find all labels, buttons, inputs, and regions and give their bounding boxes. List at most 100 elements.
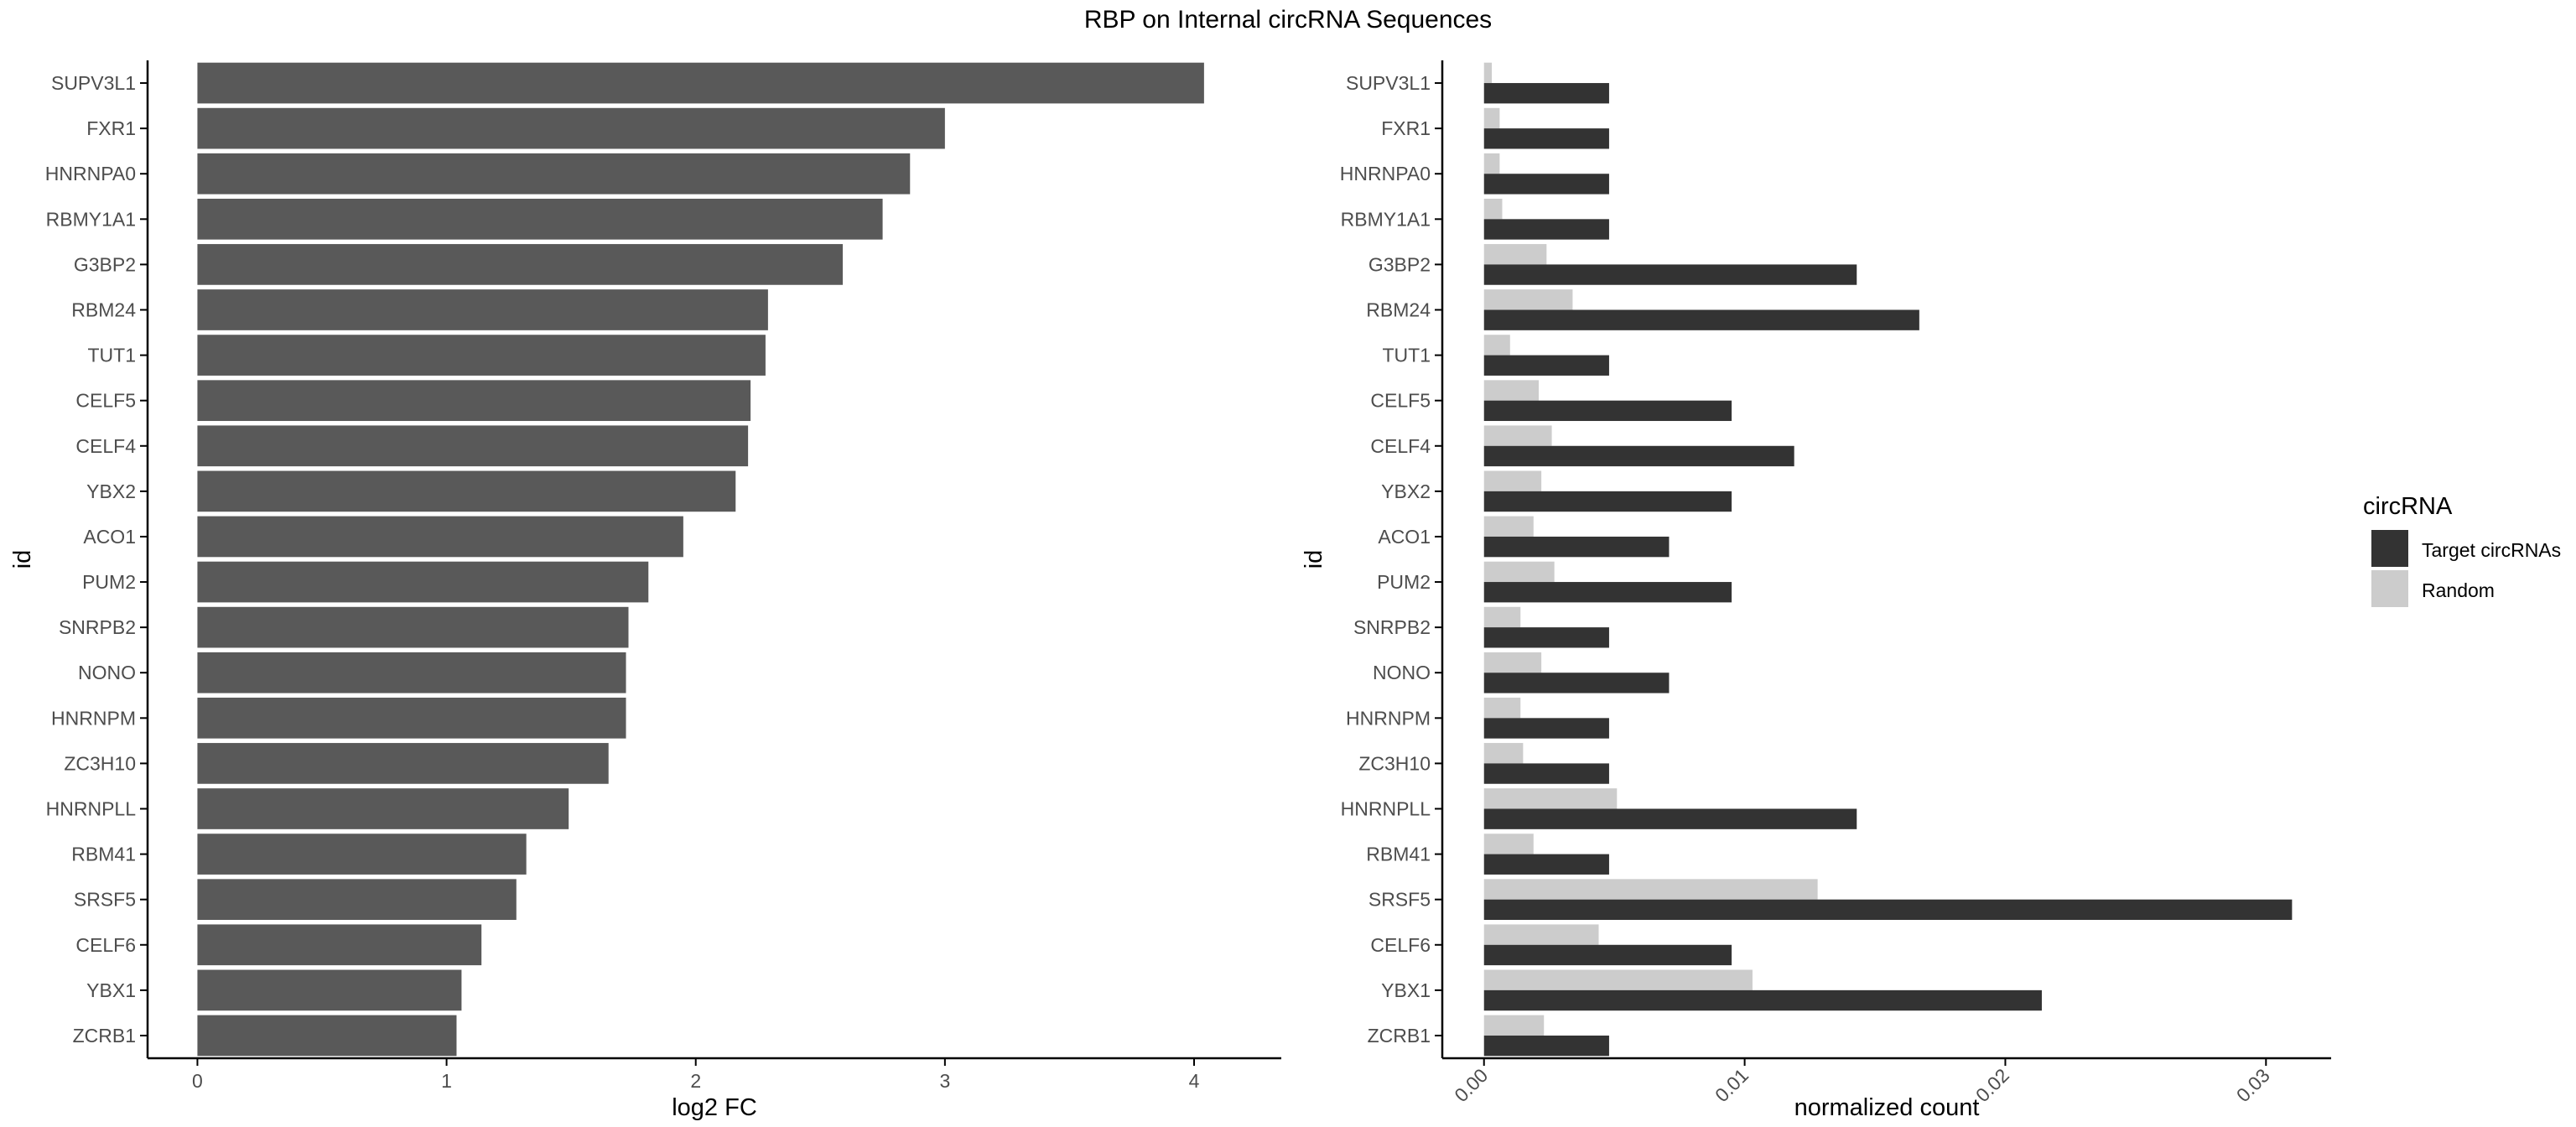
- y-tick-label: HNRNPLL: [1341, 798, 1431, 820]
- bar-target: [1483, 83, 1609, 104]
- bar-random: [1483, 470, 1542, 491]
- y-tick-label: SNRPB2: [1353, 616, 1431, 638]
- bar-target: [1483, 673, 1670, 693]
- bar-target: [1483, 536, 1670, 558]
- y-tick-label: ACO1: [1378, 526, 1431, 548]
- y-tick-label: SNRPB2: [59, 616, 136, 638]
- y-tick-label: SUPV3L1: [1346, 72, 1431, 94]
- y-tick-label: FXR1: [86, 117, 136, 139]
- bar-random: [1483, 788, 1618, 809]
- y-tick-label: YBX1: [1381, 979, 1431, 1001]
- y-tick-label: CELF6: [1370, 934, 1431, 956]
- bar-random: [1483, 380, 1540, 401]
- bar-random: [1483, 335, 1510, 356]
- bar-target: [1483, 1035, 1609, 1057]
- chart-title: RBP on Internal circRNA Sequences: [1084, 6, 1492, 34]
- y-tick-label: RBM24: [71, 299, 136, 321]
- y-axis-title: id: [1301, 550, 1327, 569]
- x-tick-label: 0.01: [1711, 1064, 1753, 1106]
- y-tick-label: HNRNPM: [1346, 707, 1431, 729]
- bar-random: [1483, 244, 1547, 265]
- y-tick-label: HNRNPLL: [46, 798, 137, 820]
- bar: [197, 62, 1204, 104]
- x-tick-label: 0.00: [1450, 1064, 1492, 1106]
- y-tick-label: YBX2: [1381, 480, 1431, 502]
- bar-target: [1483, 627, 1609, 648]
- right-panel-normalized-count: SUPV3L1 FXR1 HNRNPA0 RBMY1A1 G3BP2 RBM24 TUT1 C…: [1301, 60, 2331, 1121]
- bar: [197, 969, 462, 1011]
- bar-target: [1483, 808, 1857, 829]
- bar-random: [1483, 425, 1552, 446]
- bar-target: [1483, 989, 2042, 1011]
- bar-random: [1483, 924, 1599, 945]
- bar: [197, 380, 751, 422]
- bar-random: [1483, 289, 1573, 310]
- y-tick-label: YBX2: [86, 480, 136, 502]
- x-tick-label: 0: [192, 1070, 203, 1092]
- y-tick-label: TUT1: [1383, 345, 1431, 366]
- y-tick-label: ZC3H10: [1358, 752, 1431, 774]
- bar-target: [1483, 718, 1609, 739]
- legend-swatch-random: [2371, 570, 2408, 607]
- bar-target: [1483, 309, 1919, 330]
- bar-random: [1483, 697, 1521, 719]
- x-tick-label: 0.03: [2232, 1064, 2274, 1106]
- bar-target: [1483, 355, 1609, 376]
- bar: [197, 788, 569, 829]
- bar: [197, 153, 911, 195]
- y-tick-label: RBM41: [71, 844, 136, 865]
- legend-label-random: Random: [2422, 579, 2495, 601]
- y-tick-label: G3BP2: [1368, 253, 1431, 275]
- bar-target: [1483, 128, 1609, 149]
- y-tick-label: TUT1: [88, 345, 137, 366]
- y-tick-label: RBM24: [1366, 299, 1431, 321]
- x-tick-label: 3: [939, 1070, 950, 1092]
- bar-target: [1483, 763, 1609, 784]
- legend: circRNA Target circRNAs Random: [2363, 493, 2561, 607]
- y-tick-label: YBX1: [86, 979, 136, 1001]
- y-axis-title: id: [9, 550, 36, 569]
- bar: [197, 425, 749, 467]
- y-tick-label: SRSF5: [1368, 889, 1431, 911]
- bar-target: [1483, 582, 1732, 603]
- y-tick-label: CELF4: [75, 435, 136, 457]
- y-tick-label: ZC3H10: [64, 752, 136, 774]
- y-tick-label: NONO: [1373, 662, 1431, 683]
- y-tick-label: PUM2: [1377, 571, 1431, 593]
- bar: [197, 879, 517, 921]
- bar-target: [1483, 445, 1794, 467]
- bar-random: [1483, 879, 1818, 900]
- bar-random: [1483, 153, 1500, 174]
- y-tick-label: FXR1: [1381, 117, 1431, 139]
- y-tick-label: NONO: [78, 662, 136, 683]
- bar-random: [1483, 107, 1500, 129]
- bar: [197, 470, 736, 512]
- bar-random: [1483, 561, 1555, 583]
- bar-target: [1483, 174, 1609, 195]
- bar-random: [1483, 834, 1534, 854]
- y-tick-label: SUPV3L1: [51, 72, 136, 94]
- y-tick-label: HNRNPA0: [1340, 163, 1431, 184]
- bar-random: [1483, 516, 1534, 537]
- bar-random: [1483, 198, 1503, 220]
- bar: [197, 924, 482, 966]
- bar-target: [1483, 491, 1732, 512]
- left-panel-log2fc: SUPV3L1 FXR1 HNRNPA0 RBMY1A1 G3BP2 RBM24 TUT1 C…: [9, 60, 1281, 1121]
- bar: [197, 107, 945, 149]
- y-tick-label: RBMY1A1: [46, 208, 136, 230]
- y-tick-label: SRSF5: [74, 889, 136, 911]
- bar: [197, 697, 626, 739]
- bar-target: [1483, 944, 1732, 966]
- x-tick-label: 1: [441, 1070, 452, 1092]
- bar-target: [1483, 264, 1857, 285]
- y-tick-label: RBMY1A1: [1341, 208, 1431, 230]
- x-axis-title: normalized count: [1794, 1094, 1980, 1121]
- x-tick-label: 4: [1189, 1070, 1200, 1092]
- legend-swatch-target: [2371, 530, 2408, 567]
- bar-random: [1483, 969, 1753, 990]
- y-tick-label: ZCRB1: [73, 1025, 136, 1046]
- y-tick-label: CELF5: [1370, 390, 1431, 412]
- bar-target: [1483, 899, 2293, 921]
- y-tick-label: HNRNPM: [51, 707, 136, 729]
